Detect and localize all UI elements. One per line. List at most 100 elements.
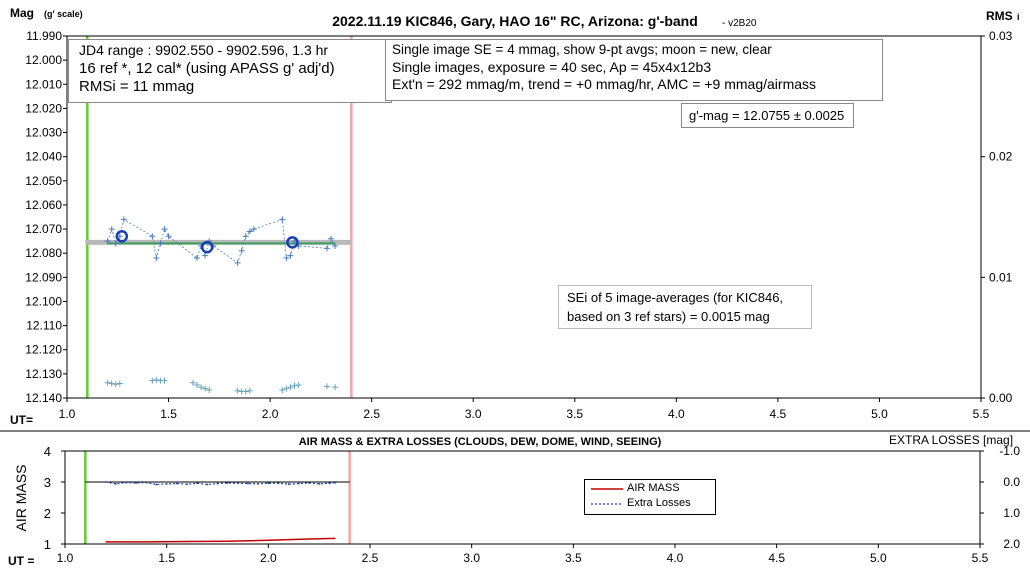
rms-point	[108, 380, 115, 387]
rms-point	[332, 384, 339, 391]
single-image-point	[202, 252, 209, 259]
extra-losses-point	[196, 482, 199, 485]
y-axis-label-note: (g' scale)	[44, 9, 83, 19]
single-image-point	[332, 242, 339, 249]
average-point	[200, 240, 214, 254]
rms-point	[193, 381, 200, 388]
x-tick-label: 3.5	[565, 551, 582, 565]
single-image-point	[112, 240, 119, 247]
extra-losses-point	[297, 482, 300, 485]
x-tick-label: 1.0	[57, 551, 74, 565]
single-image-point	[242, 233, 249, 240]
rms-point	[246, 387, 253, 394]
average-point	[115, 230, 129, 243]
x-tick-label: 4.0	[667, 551, 684, 565]
rms-point	[153, 376, 160, 383]
airmass-chart: AIR MASS & EXTRA LOSSES (CLOUDS, DEW, DO…	[0, 430, 1030, 568]
extra-losses-point	[226, 482, 229, 484]
single-image-point	[234, 259, 241, 266]
x-tick-label: 5.0	[870, 551, 887, 565]
x-tick-label: 3.0	[463, 551, 480, 565]
x-tick-label: 4.5	[768, 551, 785, 565]
extra-losses-point	[165, 482, 168, 485]
info-left-line: RMSi = 11 mmag	[79, 78, 195, 96]
x-axis-label: UT=	[10, 413, 33, 427]
gmag-label: g'-mag = 12.0755 ± 0.0025	[681, 103, 854, 128]
x-tick-label: 1.5	[160, 407, 177, 421]
y-tick-label: 2	[44, 506, 51, 521]
y-tick-label: 12.120	[25, 343, 62, 357]
single-image-point	[283, 255, 290, 262]
y2-axis-label: RMS	[986, 9, 1013, 23]
y-tick-label: 12.050	[25, 174, 62, 188]
single-image-point	[250, 226, 257, 233]
rms-point	[189, 379, 196, 386]
light-curve-chart: 2022.11.19 KIC846, Gary, HAO 16" RC, Ari…	[10, 6, 1020, 427]
y-tick-label: 12.030	[25, 126, 62, 140]
y2-tick-label: 2.0	[1003, 537, 1020, 551]
y-tick-label: 12.070	[25, 222, 62, 236]
extra-losses-point	[257, 482, 260, 485]
single-image-point	[165, 233, 172, 240]
x-tick-label: 5.0	[871, 407, 888, 421]
y-tick-label: 3	[44, 475, 51, 490]
y-axis-label: Mag	[10, 6, 34, 20]
single-image-point	[246, 228, 253, 235]
x-tick-label: 5.5	[973, 407, 990, 421]
y2-tick-label: 0.0	[1003, 475, 1020, 489]
extra-losses-point	[114, 482, 117, 485]
extra-losses-point	[145, 481, 148, 484]
x-tick-label: 2.0	[260, 551, 277, 565]
single-image-point	[323, 245, 330, 252]
info-left-line: JD4 range : 9902.550 - 9902.596, 1.3 hr	[79, 42, 329, 58]
rms-point	[234, 387, 241, 394]
single-image-point	[161, 226, 168, 233]
y-tick-label: 12.100	[25, 294, 62, 308]
y-tick-label: 12.060	[25, 198, 62, 212]
y2-tick-label: 0.02	[989, 150, 1013, 164]
y-axis-label: AIR MASS	[13, 465, 29, 532]
extra-losses-point	[104, 481, 107, 483]
extra-losses-point	[125, 481, 127, 484]
rms-point	[104, 379, 111, 386]
rms-point	[291, 382, 298, 389]
airmass-line	[105, 537, 336, 543]
extra-losses-point	[328, 482, 331, 485]
extra-losses-point	[175, 482, 178, 485]
y-tick-label: 12.130	[25, 367, 62, 381]
y-tick-label: 11.990	[26, 29, 62, 43]
x-tick-label: 4.0	[668, 407, 685, 421]
rms-point	[206, 387, 213, 394]
extra-losses-point	[287, 483, 290, 486]
rms-point	[112, 381, 119, 388]
rms-point	[202, 385, 209, 392]
y2-tick-label: -1.0	[999, 444, 1020, 458]
x-tick-label: 3.0	[465, 407, 482, 421]
chart-title: AIR MASS & EXTRA LOSSES (CLOUDS, DEW, DO…	[299, 436, 662, 448]
info-right-line: Single images, exposure = 40 sec, Ap = 4…	[392, 58, 712, 75]
info-box-right: Single image SE = 4 mmag, show 9-pt avgs…	[385, 39, 883, 101]
y2-tick-label: 0.00	[989, 391, 1013, 405]
single-image-point	[120, 216, 127, 223]
y2-axis-label: EXTRA LOSSES [mag]	[889, 433, 1013, 447]
extra-losses-point	[318, 482, 321, 485]
rms-point	[161, 377, 168, 384]
x-tick-label: 5.5	[972, 551, 989, 565]
legend-label-extra-losses: Extra Losses	[627, 497, 691, 509]
single-image-point	[193, 255, 200, 262]
rms-point	[242, 388, 249, 395]
legend-label-airmass: AIR MASS	[627, 482, 680, 494]
y-tick-label: 12.020	[25, 101, 62, 115]
info-right-line: Single image SE = 4 mmag, show 9-pt avgs…	[392, 42, 772, 57]
info-left-line: 16 ref *, 12 cal* (using APASS g' adj'd)	[79, 59, 335, 77]
extra-losses-line	[105, 481, 336, 486]
y-tick-label: 12.090	[25, 270, 62, 284]
sei-label-line: SEi of 5 image-averages (for KIC846,	[567, 290, 784, 305]
version-label: - v2B20	[722, 18, 757, 29]
rms-point	[198, 384, 205, 391]
rms-point	[295, 381, 302, 388]
single-image-point	[104, 238, 111, 245]
chart-title: 2022.11.19 KIC846, Gary, HAO 16" RC, Ari…	[332, 13, 698, 29]
rms-point	[149, 377, 156, 384]
